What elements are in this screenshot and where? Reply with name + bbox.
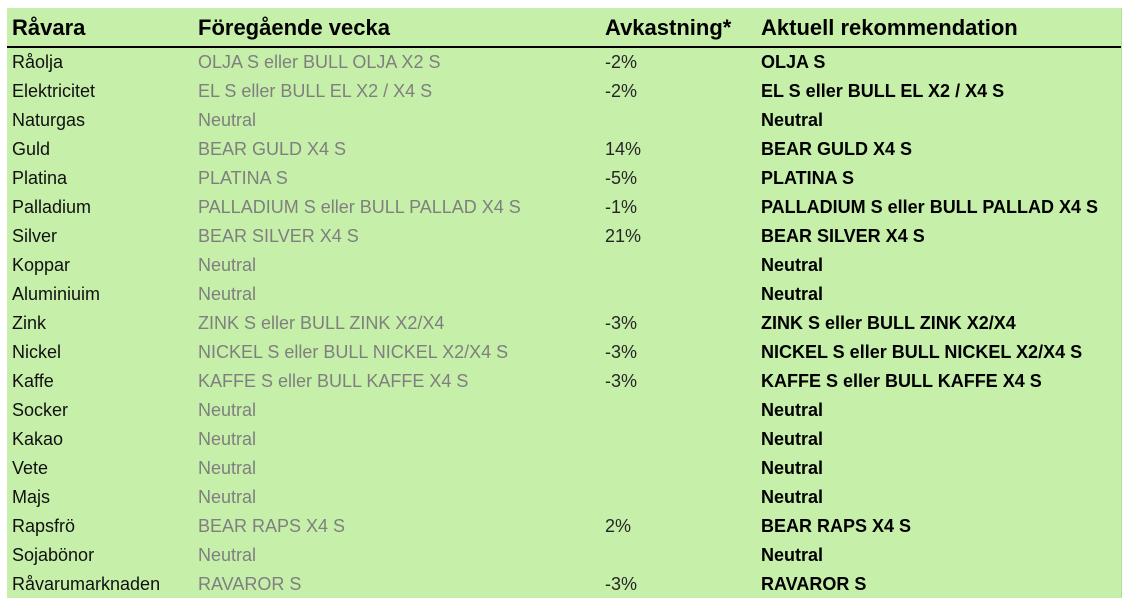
cell-previous-week: Neutral [198,487,257,507]
cell-recommendation: KAFFE S eller BULL KAFFE X4 S [761,371,1042,391]
cell-recommendation: OLJA S [761,52,826,72]
cell-previous-week: EL S eller BULL EL X2 / X4 S [198,81,433,101]
cell-previous-week: PALLADIUM S eller BULL PALLAD X4 S [198,197,521,217]
cell-previous-week: BEAR SILVER X4 S [198,226,359,246]
table-row: Koppar Neutral Neutral [7,251,1121,280]
cell-recommendation: Neutral [761,255,824,275]
cell-ravara: Kaffe [12,371,54,391]
cell-recommendation: PALLADIUM S eller BULL PALLAD X4 S [761,197,1099,217]
cell-ravara: Elektricitet [12,81,96,101]
cell-return: -3% [605,342,638,362]
cell-return: 14% [605,139,642,159]
cell-previous-week: PLATINA S [198,168,288,188]
cell-return: -2% [605,81,638,101]
cell-recommendation: Neutral [761,110,824,130]
cell-ravara: Sojabönor [12,545,95,565]
table-row: Aluminiuim Neutral Neutral [7,280,1121,309]
cell-ravara: Zink [12,313,47,333]
cell-recommendation: PLATINA S [761,168,854,188]
cell-ravara: Koppar [12,255,71,275]
cell-ravara: Platina [12,168,68,188]
cell-previous-week: Neutral [198,458,257,478]
cell-return: 2% [605,516,632,536]
cell-previous-week: KAFFE S eller BULL KAFFE X4 S [198,371,469,391]
table-row: Råolja OLJA S eller BULL OLJA X2 S -2% O… [7,48,1121,77]
table-row: Platina PLATINA S -5% PLATINA S [7,164,1121,193]
cell-return: 21% [605,226,642,246]
cell-recommendation: BEAR GULD X4 S [761,139,913,159]
table-header: Råvara Föregående vecka Avkastning* Aktu… [7,8,1121,48]
table-row: Socker Neutral Neutral [7,396,1121,425]
cell-ravara: Socker [12,400,69,420]
table-row: Kaffe KAFFE S eller BULL KAFFE X4 S -3% … [7,367,1121,396]
table-row: Sojabönor Neutral Neutral [7,541,1121,570]
cell-ravara: Kakao [12,429,64,449]
cell-previous-week: OLJA S eller BULL OLJA X2 S [198,52,441,72]
cell-ravara: Rapsfrö [12,516,76,536]
cell-return: -3% [605,313,638,333]
table-row: Kakao Neutral Neutral [7,425,1121,454]
header-previous-week: Föregående vecka [198,15,390,40]
cell-ravara: Nickel [12,342,62,362]
cell-previous-week: Neutral [198,110,257,130]
cell-recommendation: Neutral [761,545,824,565]
cell-recommendation: Neutral [761,458,824,478]
cell-return: -3% [605,371,638,391]
cell-previous-week: RAVAROR S [198,574,302,594]
cell-ravara: Aluminiuim [12,284,101,304]
table-row: Naturgas Neutral Neutral [7,106,1121,135]
cell-previous-week: BEAR GULD X4 S [198,139,347,159]
table-row: Palladium PALLADIUM S eller BULL PALLAD … [7,193,1121,222]
cell-return: -5% [605,168,638,188]
cell-recommendation: Neutral [761,400,824,420]
cell-ravara: Råolja [12,52,64,72]
cell-previous-week: Neutral [198,400,257,420]
cell-recommendation: ZINK S eller BULL ZINK X2/X4 [761,313,1016,333]
table-row: Elektricitet EL S eller BULL EL X2 / X4 … [7,77,1121,106]
cell-previous-week: Neutral [198,429,257,449]
cell-recommendation: BEAR SILVER X4 S [761,226,925,246]
table-row: Vete Neutral Neutral [7,454,1121,483]
table-row: Zink ZINK S eller BULL ZINK X2/X4 -3% ZI… [7,309,1121,338]
cell-recommendation: EL S eller BULL EL X2 / X4 S [761,81,1005,101]
table-row: Nickel NICKEL S eller BULL NICKEL X2/X4 … [7,338,1121,367]
cell-ravara: Silver [12,226,58,246]
cell-ravara: Vete [12,458,49,478]
cell-previous-week: BEAR RAPS X4 S [198,516,346,536]
cell-previous-week: Neutral [198,255,257,275]
cell-ravara: Palladium [12,197,92,217]
header-ravara: Råvara [12,15,86,40]
cell-ravara: Naturgas [12,110,86,130]
table-row: Silver BEAR SILVER X4 S 21% BEAR SILVER … [7,222,1121,251]
cell-previous-week: NICKEL S eller BULL NICKEL X2/X4 S [198,342,509,362]
cell-ravara: Guld [12,139,51,159]
table-row: Guld BEAR GULD X4 S 14% BEAR GULD X4 S [7,135,1121,164]
header-current-recommendation: Aktuell rekommendation [761,15,1018,40]
cell-return: -3% [605,574,638,594]
table-row: Råvarumarknaden RAVAROR S -3% RAVAROR S [7,570,1121,599]
cell-previous-week: Neutral [198,284,257,304]
cell-recommendation: RAVAROR S [761,574,867,594]
cell-recommendation: BEAR RAPS X4 S [761,516,912,536]
table-row: Rapsfrö BEAR RAPS X4 S 2% BEAR RAPS X4 S [7,512,1121,541]
cell-ravara: Majs [12,487,51,507]
cell-ravara: Råvarumarknaden [12,574,161,594]
cell-recommendation: Neutral [761,429,824,449]
cell-previous-week: Neutral [198,545,257,565]
recommendation-table: Råvara Föregående vecka Avkastning* Aktu… [7,8,1122,598]
header-return: Avkastning* [605,15,732,40]
cell-recommendation: Neutral [761,284,824,304]
cell-return: -2% [605,52,638,72]
cell-recommendation: NICKEL S eller BULL NICKEL X2/X4 S [761,342,1083,362]
cell-return: -1% [605,197,638,217]
cell-previous-week: ZINK S eller BULL ZINK X2/X4 [198,313,445,333]
table-row: Majs Neutral Neutral [7,483,1121,512]
cell-recommendation: Neutral [761,487,824,507]
